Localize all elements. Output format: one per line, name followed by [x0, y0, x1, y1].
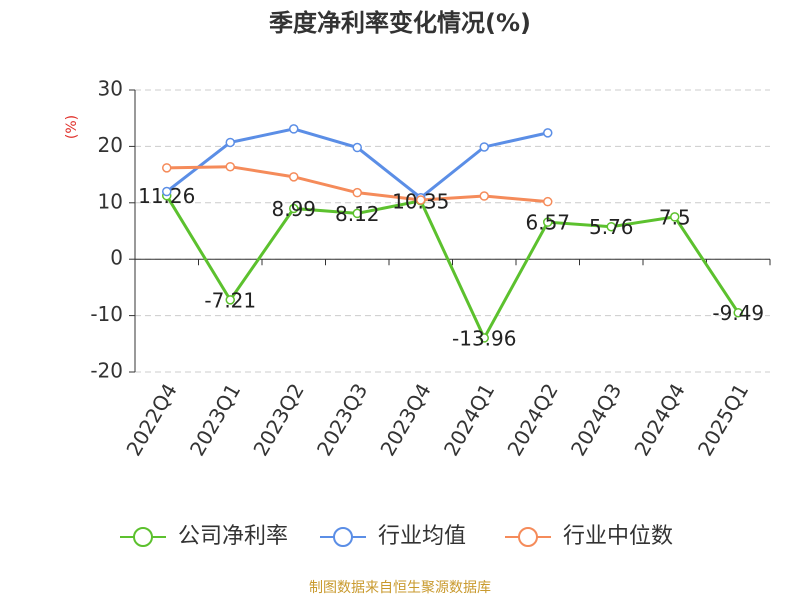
data-point	[352, 208, 362, 219]
data-point	[733, 307, 743, 318]
data-point	[352, 187, 362, 198]
y-tick-label: -20	[90, 359, 123, 383]
x-tick-label: 2025Q1	[693, 379, 753, 460]
x-tick-label: 2023Q2	[248, 379, 308, 460]
x-tick-label: 2022Q4	[121, 379, 181, 460]
x-tick-label: 2024Q4	[629, 379, 689, 460]
y-tick-label: 0	[110, 246, 123, 270]
data-label: 8.99	[271, 197, 316, 221]
data-point	[289, 124, 299, 134]
data-label: 5.76	[589, 215, 634, 239]
x-tick-label: 2023Q1	[185, 379, 245, 460]
data-label: 11.26	[138, 184, 195, 208]
y-tick-label: 30	[98, 77, 123, 101]
data-point	[225, 161, 235, 172]
source-note: 制图数据来自恒生聚源数据库	[309, 580, 491, 596]
chart-title: 季度净利率变化情况(%)	[269, 9, 531, 37]
data-point	[352, 142, 362, 153]
y-tick-label: 20	[98, 133, 123, 157]
legend-label: 行业中位数	[563, 524, 673, 549]
data-point	[289, 203, 299, 214]
legend-marker	[518, 527, 538, 547]
data-label: 10.35	[392, 189, 449, 213]
legend-marker	[133, 527, 153, 547]
data-point	[543, 196, 553, 207]
data-point	[543, 128, 553, 138]
data-label: 8.12	[335, 202, 380, 226]
data-point	[162, 163, 172, 173]
data-label: -9.49	[712, 301, 764, 325]
legend-label: 行业均值	[378, 524, 466, 549]
data-label: 6.57	[525, 211, 570, 235]
series-line	[165, 127, 549, 200]
data-label: -7.21	[204, 288, 256, 312]
x-tick-label: 2024Q2	[502, 379, 562, 460]
data-point	[225, 295, 235, 305]
data-point	[479, 191, 489, 201]
data-label: 7.5	[659, 205, 691, 229]
legend-label: 公司净利率	[178, 524, 288, 549]
data-point	[162, 186, 172, 197]
data-point	[479, 142, 489, 152]
y-tick-label: -10	[90, 302, 123, 326]
x-tick-label: 2024Q3	[566, 379, 626, 460]
data-point	[670, 212, 680, 222]
data-point	[416, 195, 426, 205]
x-tick-label: 2023Q4	[375, 379, 435, 460]
y-tick-label: 10	[98, 189, 123, 213]
data-point	[543, 217, 553, 227]
data-label: -13.96	[452, 326, 516, 350]
y-axis-label: (%)	[64, 115, 80, 139]
data-point	[225, 137, 235, 148]
x-tick-label: 2024Q1	[439, 379, 499, 460]
data-point	[289, 172, 299, 182]
data-point	[606, 221, 616, 232]
legend-marker	[333, 527, 353, 547]
data-point	[479, 333, 489, 343]
x-tick-label: 2023Q3	[312, 379, 372, 460]
series-line	[165, 194, 740, 342]
